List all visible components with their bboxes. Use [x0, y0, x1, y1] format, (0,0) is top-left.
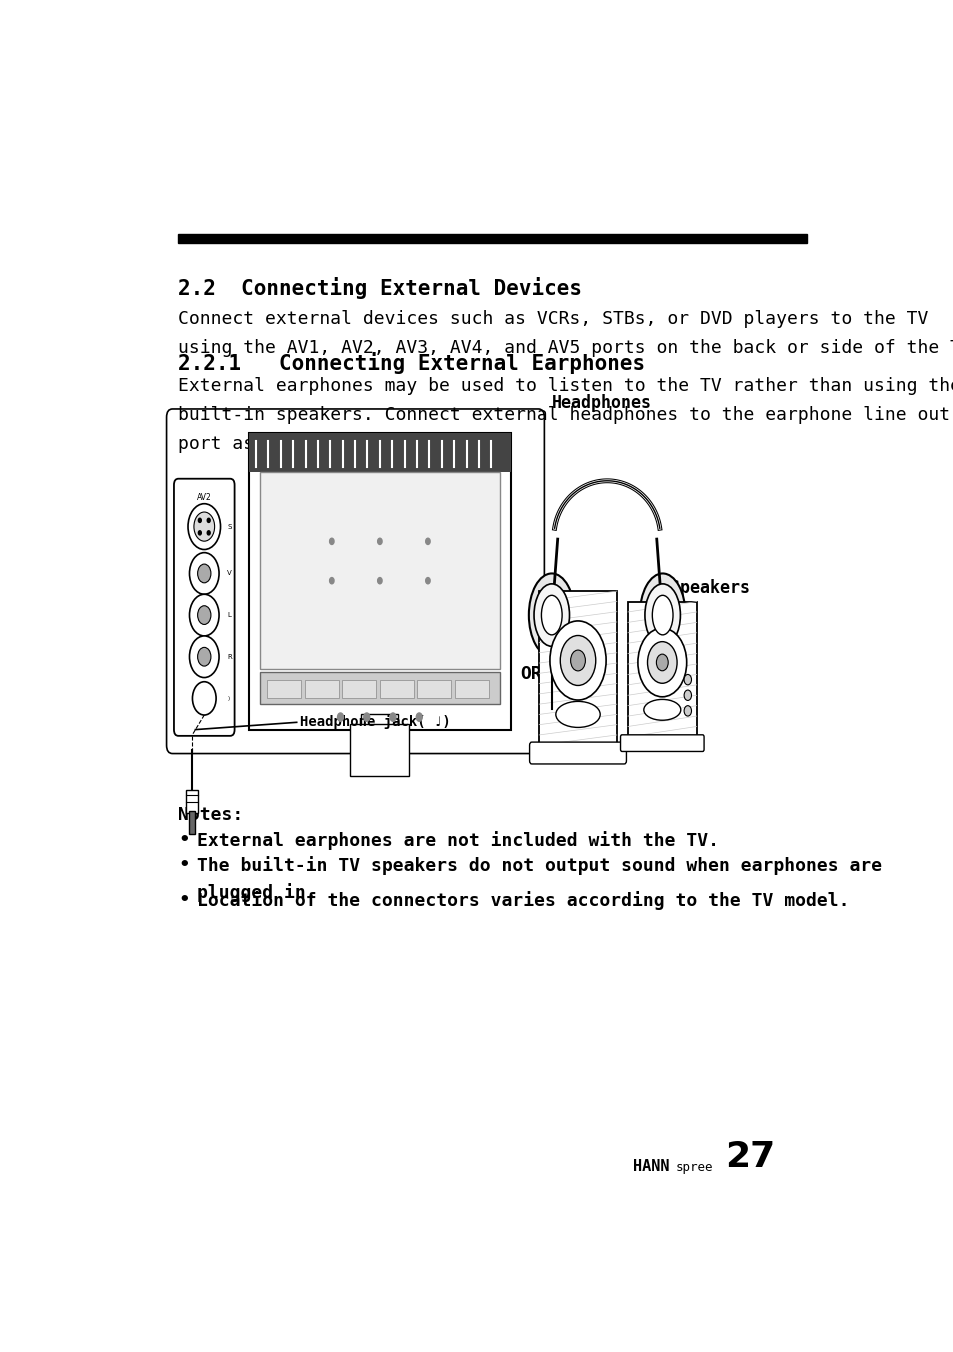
Text: •: • — [178, 891, 190, 909]
Bar — [455, 680, 488, 699]
Circle shape — [197, 606, 211, 625]
Text: External earphones are not included with the TV.: External earphones are not included with… — [196, 830, 719, 849]
Text: Connect external devices such as VCRs, STBs, or DVD players to the TV: Connect external devices such as VCRs, S… — [178, 310, 928, 329]
Ellipse shape — [534, 584, 569, 646]
Bar — [249, 433, 511, 730]
Text: •: • — [178, 856, 190, 873]
Text: V: V — [227, 571, 232, 576]
Circle shape — [198, 518, 201, 522]
Text: •: • — [178, 830, 190, 849]
Text: 2.2.1   Connecting External Earphones: 2.2.1 Connecting External Earphones — [178, 352, 645, 373]
Bar — [361, 714, 398, 735]
Text: The built-in TV speakers do not output sound when earphones are: The built-in TV speakers do not output s… — [196, 856, 882, 875]
FancyBboxPatch shape — [619, 735, 703, 752]
Ellipse shape — [639, 573, 685, 657]
Bar — [178, 234, 806, 243]
Circle shape — [559, 635, 595, 685]
Circle shape — [190, 635, 219, 677]
Circle shape — [193, 512, 214, 541]
Ellipse shape — [644, 584, 679, 646]
Circle shape — [329, 577, 334, 584]
Circle shape — [198, 531, 201, 535]
Circle shape — [683, 690, 691, 700]
FancyBboxPatch shape — [529, 742, 626, 764]
Text: 27: 27 — [724, 1140, 775, 1174]
Ellipse shape — [652, 595, 672, 635]
Text: built-in speakers. Connect external headphones to the earphone line out: built-in speakers. Connect external head… — [178, 406, 949, 423]
Bar — [627, 602, 696, 737]
Circle shape — [390, 713, 395, 721]
Circle shape — [647, 642, 677, 683]
Text: ): ) — [227, 696, 229, 700]
Circle shape — [197, 564, 211, 583]
Circle shape — [207, 531, 210, 535]
Circle shape — [193, 681, 216, 715]
Circle shape — [190, 553, 219, 595]
FancyBboxPatch shape — [167, 408, 544, 753]
Bar — [304, 680, 338, 699]
Circle shape — [425, 538, 430, 545]
Bar — [379, 680, 414, 699]
Circle shape — [190, 595, 219, 635]
Circle shape — [656, 654, 667, 671]
Text: spree: spree — [675, 1161, 712, 1174]
Circle shape — [425, 577, 430, 584]
Text: Headphones: Headphones — [551, 393, 651, 412]
Circle shape — [683, 675, 691, 685]
Ellipse shape — [528, 573, 574, 657]
Circle shape — [570, 650, 585, 671]
Circle shape — [377, 577, 382, 584]
Text: Location of the connectors varies according to the TV model.: Location of the connectors varies accord… — [196, 891, 848, 910]
Circle shape — [188, 504, 220, 549]
Bar — [342, 680, 375, 699]
Circle shape — [416, 713, 422, 721]
Text: port as illustrated.: port as illustrated. — [178, 435, 395, 453]
Circle shape — [197, 648, 211, 667]
Circle shape — [337, 713, 343, 721]
Bar — [350, 725, 409, 776]
Circle shape — [363, 713, 370, 721]
Circle shape — [549, 621, 605, 700]
Bar — [538, 591, 617, 745]
Text: AV2: AV2 — [196, 493, 212, 503]
Text: Speakers: Speakers — [669, 580, 749, 598]
Ellipse shape — [541, 595, 561, 635]
Bar — [189, 811, 194, 834]
Text: R: R — [227, 654, 232, 660]
Text: OR: OR — [519, 665, 541, 683]
Bar — [259, 472, 499, 669]
Bar — [186, 790, 197, 813]
FancyBboxPatch shape — [173, 479, 234, 735]
Bar — [259, 672, 499, 703]
Text: 2.2  Connecting External Devices: 2.2 Connecting External Devices — [178, 277, 581, 299]
Text: L: L — [227, 612, 231, 618]
Ellipse shape — [556, 702, 599, 727]
Text: HANN: HANN — [633, 1159, 669, 1174]
Circle shape — [683, 706, 691, 717]
Circle shape — [377, 538, 382, 545]
Circle shape — [329, 538, 334, 545]
Ellipse shape — [643, 699, 680, 721]
Bar — [249, 433, 511, 472]
Text: plugged in.: plugged in. — [196, 883, 316, 902]
Circle shape — [207, 518, 210, 522]
Circle shape — [638, 629, 686, 696]
Bar — [267, 680, 301, 699]
Text: Headphone jack( ♩): Headphone jack( ♩) — [300, 715, 451, 729]
Text: using the AV1, AV2, AV3, AV4, and AV5 ports on the back or side of the TV.: using the AV1, AV2, AV3, AV4, and AV5 po… — [178, 339, 953, 357]
Text: S: S — [227, 523, 232, 530]
Bar — [417, 680, 451, 699]
Text: External earphones may be used to listen to the TV rather than using the: External earphones may be used to listen… — [178, 377, 953, 395]
Text: Notes:: Notes: — [178, 806, 243, 823]
